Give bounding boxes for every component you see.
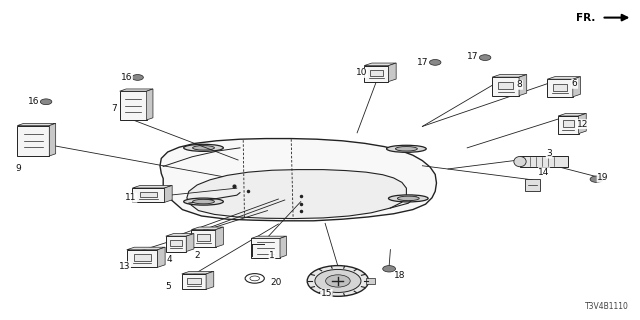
Text: 5: 5 <box>165 282 170 291</box>
Polygon shape <box>132 185 172 188</box>
Polygon shape <box>187 170 406 219</box>
Text: 15: 15 <box>321 289 332 298</box>
Polygon shape <box>157 247 165 268</box>
Text: 16: 16 <box>28 97 39 106</box>
Polygon shape <box>49 123 56 156</box>
Text: 17: 17 <box>467 52 478 61</box>
Polygon shape <box>547 77 580 79</box>
FancyBboxPatch shape <box>197 234 210 241</box>
FancyBboxPatch shape <box>492 77 519 96</box>
Polygon shape <box>186 234 194 252</box>
Ellipse shape <box>184 144 223 151</box>
Text: 9: 9 <box>15 164 20 173</box>
Polygon shape <box>216 227 223 247</box>
Text: 14: 14 <box>538 168 550 177</box>
FancyBboxPatch shape <box>370 70 383 76</box>
Ellipse shape <box>315 269 361 292</box>
Ellipse shape <box>388 195 428 202</box>
Polygon shape <box>388 63 396 82</box>
Polygon shape <box>166 234 194 236</box>
Text: 6: 6 <box>572 79 577 88</box>
FancyBboxPatch shape <box>563 120 574 127</box>
Ellipse shape <box>307 266 369 296</box>
Polygon shape <box>17 123 56 125</box>
Ellipse shape <box>132 75 143 80</box>
Text: 16: 16 <box>121 73 132 82</box>
FancyBboxPatch shape <box>364 66 388 82</box>
Text: T3V4B1110: T3V4B1110 <box>584 302 628 311</box>
Ellipse shape <box>479 55 491 60</box>
FancyBboxPatch shape <box>251 238 280 258</box>
Polygon shape <box>519 75 527 96</box>
Ellipse shape <box>590 176 603 182</box>
Polygon shape <box>127 247 165 250</box>
Text: 4: 4 <box>167 255 172 264</box>
Text: 18: 18 <box>394 271 406 280</box>
FancyBboxPatch shape <box>127 250 157 268</box>
Text: 20: 20 <box>271 278 282 287</box>
FancyBboxPatch shape <box>17 125 49 156</box>
Ellipse shape <box>40 99 52 105</box>
Ellipse shape <box>387 145 426 152</box>
FancyBboxPatch shape <box>166 236 186 252</box>
FancyBboxPatch shape <box>120 91 147 120</box>
Polygon shape <box>147 89 153 120</box>
FancyBboxPatch shape <box>188 278 200 284</box>
FancyBboxPatch shape <box>365 278 375 284</box>
Text: 11: 11 <box>125 193 137 202</box>
Ellipse shape <box>326 275 350 287</box>
FancyBboxPatch shape <box>558 116 579 134</box>
Text: 17: 17 <box>417 58 428 67</box>
FancyBboxPatch shape <box>553 84 567 91</box>
FancyBboxPatch shape <box>140 192 157 197</box>
Text: 19: 19 <box>597 173 609 182</box>
Polygon shape <box>206 271 214 289</box>
FancyBboxPatch shape <box>498 82 513 89</box>
Ellipse shape <box>184 198 223 205</box>
Polygon shape <box>120 89 153 91</box>
Polygon shape <box>579 113 586 134</box>
FancyBboxPatch shape <box>170 240 182 246</box>
Text: 13: 13 <box>119 262 131 271</box>
Text: 7: 7 <box>111 104 116 113</box>
Text: FR.: FR. <box>576 13 595 23</box>
Polygon shape <box>191 227 223 230</box>
Polygon shape <box>492 75 527 77</box>
Ellipse shape <box>193 146 214 150</box>
Polygon shape <box>558 113 586 116</box>
Ellipse shape <box>396 147 417 151</box>
FancyBboxPatch shape <box>191 230 216 247</box>
Text: 8: 8 <box>517 80 522 89</box>
FancyBboxPatch shape <box>132 188 164 203</box>
FancyBboxPatch shape <box>182 274 206 289</box>
Polygon shape <box>164 185 172 203</box>
FancyBboxPatch shape <box>520 156 568 167</box>
Polygon shape <box>182 271 214 274</box>
Text: 2: 2 <box>195 251 200 260</box>
Ellipse shape <box>383 266 396 272</box>
Ellipse shape <box>397 196 419 201</box>
Text: 3: 3 <box>547 149 552 158</box>
Polygon shape <box>160 139 436 221</box>
Polygon shape <box>573 77 580 97</box>
Polygon shape <box>280 236 287 258</box>
Text: 1: 1 <box>269 252 275 260</box>
Ellipse shape <box>429 60 441 65</box>
Ellipse shape <box>193 199 214 204</box>
Polygon shape <box>364 63 396 66</box>
FancyBboxPatch shape <box>547 79 573 97</box>
Text: 10: 10 <box>356 68 367 77</box>
Polygon shape <box>251 236 287 238</box>
FancyBboxPatch shape <box>525 179 540 191</box>
Text: 12: 12 <box>577 120 588 129</box>
Ellipse shape <box>514 156 526 167</box>
FancyBboxPatch shape <box>134 254 150 261</box>
